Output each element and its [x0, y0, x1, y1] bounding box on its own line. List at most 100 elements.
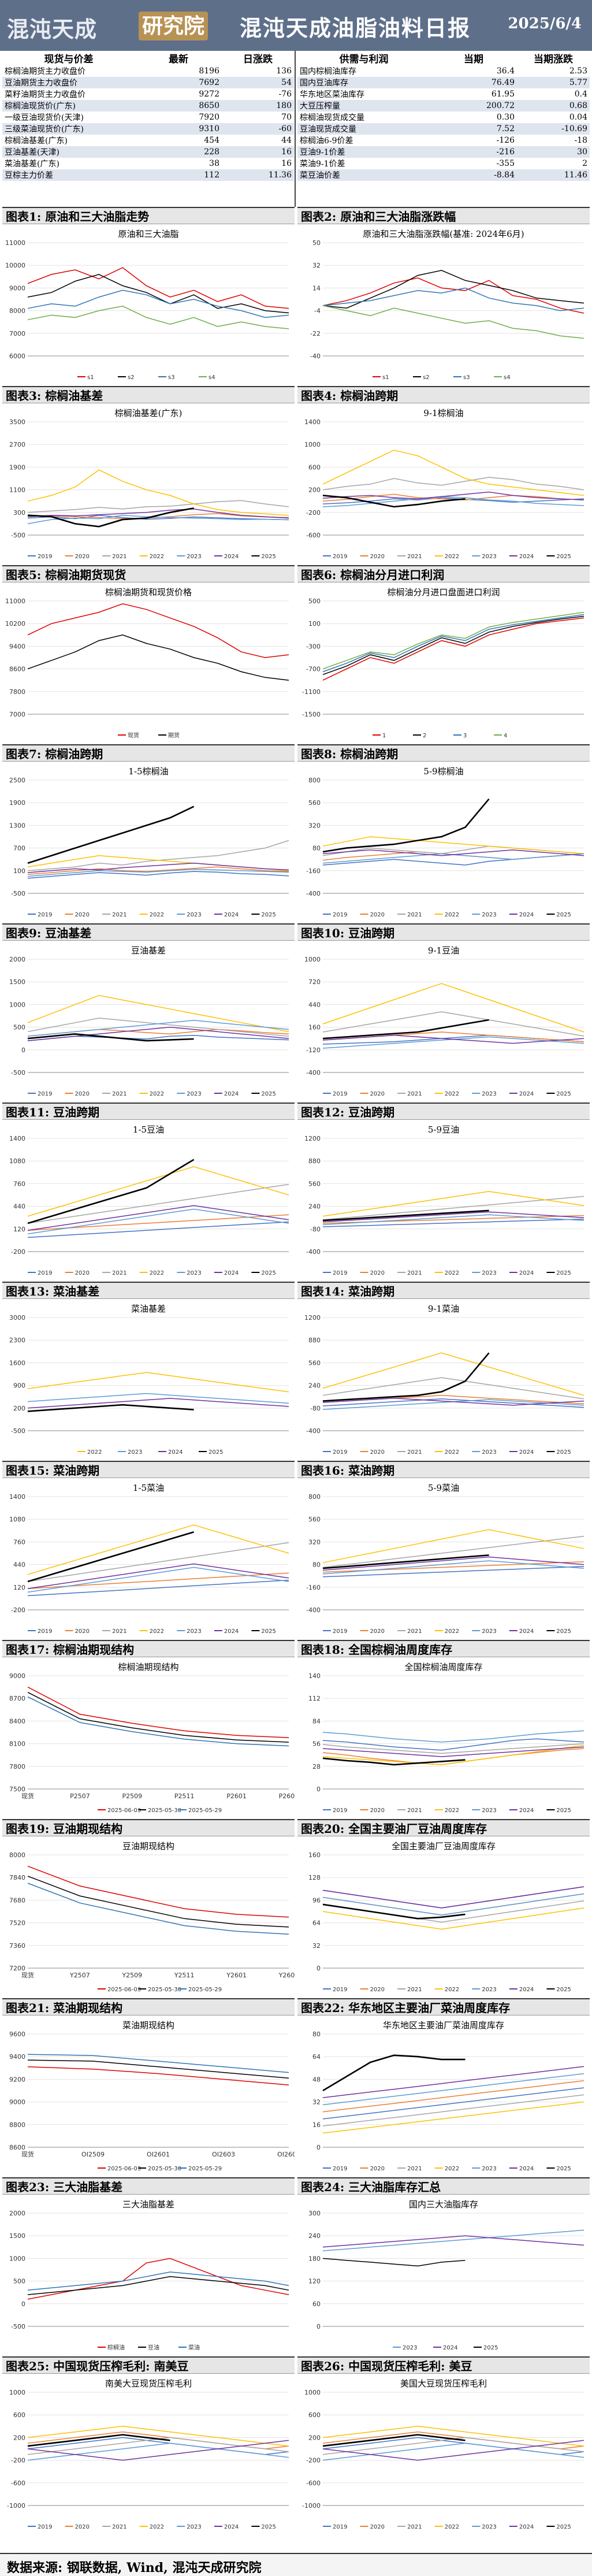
row-value: 180 — [222, 100, 294, 112]
legend-label: 2022 — [445, 1987, 459, 1993]
series-line-2025 — [27, 2434, 170, 2447]
y-tick-label: -400 — [306, 1069, 321, 1077]
row-value: 16 — [222, 158, 294, 169]
chart-title: 三大油脂基差 — [122, 2199, 174, 2210]
x-tick-label: OI2601 — [147, 2151, 170, 2158]
y-tick-label: 7680 — [9, 1896, 25, 1904]
chart-title: 棕榈油分月进口盘面进口利润 — [387, 587, 500, 597]
legend-label: 2019 — [38, 1270, 52, 1276]
legend-label: 2021 — [407, 554, 422, 560]
series-line-2020 — [322, 2080, 584, 2113]
legend-label: 2022 — [445, 1807, 459, 1814]
y-tick-label: 9600 — [9, 2031, 25, 2038]
legend-label: 2020 — [370, 912, 385, 918]
legend-label: 2020 — [75, 1628, 90, 1635]
y-tick-label: 8000 — [9, 1851, 25, 1859]
series-line-2025 — [322, 2054, 466, 2092]
legend-label: 2025 — [556, 1628, 571, 1635]
y-tick-label: 112 — [308, 1695, 321, 1702]
y-tick-label: 7200 — [9, 1965, 25, 1972]
legend-label: 2023 — [482, 2166, 496, 2172]
legend-label: 2023 — [187, 554, 201, 560]
series-line-2022 — [322, 2426, 584, 2447]
column-header: 日涨跌 — [243, 54, 273, 65]
legend-label: 2020 — [75, 912, 90, 918]
legend-label: 2025 — [261, 1628, 275, 1635]
y-tick-label: 200 — [308, 487, 321, 494]
x-tick-label: Y2603 — [278, 1972, 295, 1979]
legend-label: 2019 — [333, 2524, 347, 2530]
x-tick-label: P2509 — [122, 1792, 142, 1800]
logo-text: 混沌天成 — [7, 16, 98, 42]
legend-label: 2023 — [187, 1091, 201, 1097]
series-line-菜油 — [27, 2271, 289, 2291]
series-line-2020 — [322, 851, 584, 861]
y-tick-label: 1400 — [9, 1493, 25, 1501]
chart-c18: 全国棕榈油周度库存 0 28 56 84 112 140 2019 2020 2021 2022 20… — [297, 1658, 590, 1818]
legend-label: 2022 — [445, 1091, 459, 1097]
series-line-2025-06-03 — [27, 2066, 289, 2085]
x-tick-label: 现货 — [21, 1971, 34, 1979]
series-line-2021 — [27, 2437, 289, 2455]
series-line-2023 — [322, 496, 584, 507]
row-value: 7.52 — [430, 123, 517, 135]
y-tick-label: -600 — [306, 532, 321, 539]
table-row: 豆棕主力价差 112 11.36 — [2, 169, 294, 181]
chart-title: 菜油基差 — [131, 1304, 166, 1314]
y-tick-label: -200 — [11, 1606, 25, 1614]
y-tick-label: 9200 — [9, 2076, 25, 2083]
column-header: 当期涨跌 — [534, 54, 573, 65]
y-tick-label: 240 — [308, 1382, 321, 1390]
series-line-2022 — [322, 836, 584, 855]
series-line-2019 — [322, 1398, 584, 1408]
y-tick-label: -500 — [11, 532, 25, 539]
y-tick-label: 120 — [13, 1226, 25, 1233]
series-line-2025 — [27, 1531, 194, 1583]
series-line-2023 — [27, 868, 289, 877]
legend-label: 2022 — [150, 2524, 164, 2530]
series-line-2022 — [27, 855, 289, 871]
y-tick-label: 1000 — [9, 2255, 25, 2262]
legend-label: 2025-05-29 — [188, 1807, 222, 1814]
y-tick-label: -200 — [306, 2457, 321, 2464]
legend-label: 2020 — [370, 2524, 385, 2530]
legend-label: 2021 — [407, 1987, 422, 1993]
row-value: 61.95 — [430, 88, 517, 100]
series-line-2025 — [27, 1159, 195, 1224]
y-tick-label: 500 — [13, 2278, 25, 2285]
y-tick-label: 1900 — [9, 799, 25, 807]
chart-svg: 1-5豆油 -200 120 440 760 1080 1400 2019 2020 2021 20… — [9, 1124, 289, 1276]
y-tick-label: 1080 — [9, 1516, 25, 1523]
y-tick-label: -160 — [306, 867, 321, 875]
legend-label: 2021 — [112, 1270, 126, 1276]
series-line-2021 — [322, 477, 584, 491]
legend-label: 2019 — [333, 1987, 347, 1993]
series-line-2023 — [322, 1730, 584, 1743]
chart-title: 5-9棕榈油 — [423, 766, 463, 777]
legend-label: 2019 — [333, 1807, 347, 1814]
y-tick-label: 720 — [308, 978, 321, 986]
legend-label: s3 — [463, 374, 470, 381]
row-value: 54 — [222, 77, 294, 88]
legend-label: 2020 — [370, 1449, 385, 1456]
series-line-2021 — [322, 1196, 584, 1220]
legend-label: 2021 — [112, 2524, 126, 2530]
chart-panel-title: 图表1: 原油和三大油脂走势 — [2, 207, 295, 224]
series-line-2025 — [322, 1019, 489, 1040]
chart-c16: 5-9菜油 -400 -160 80 320 560 800 2019 2020 2021 2022… — [297, 1479, 590, 1639]
series-line-2024 — [322, 491, 584, 500]
legend-label: 2024 — [168, 1449, 183, 1456]
series-line-s2 — [322, 270, 584, 309]
row-label: 三级菜油现货价(广东) — [2, 123, 135, 135]
chart-title: 1-5豆油 — [133, 1124, 164, 1135]
y-tick-label: -200 — [306, 509, 321, 517]
legend-label: 2022 — [87, 1449, 102, 1456]
chart-svg: 南美大豆现货压榨毛利 -1000 -600 -200 200 600 1000 2019 202… — [7, 2378, 289, 2530]
supply-demand-table: 供需与利润 当期 当期涨跌 国内棕榈油库存 36.4 2.53 国内豆油库存 76.49… — [297, 51, 590, 181]
y-tick-label: 1100 — [9, 487, 25, 494]
series-line-2021 — [27, 1542, 289, 1582]
legend-label: 2025 — [556, 1987, 571, 1993]
series-line-2022 — [322, 1191, 584, 1217]
chart-panel-title: 图表12: 豆油跨期 — [297, 1103, 590, 1120]
